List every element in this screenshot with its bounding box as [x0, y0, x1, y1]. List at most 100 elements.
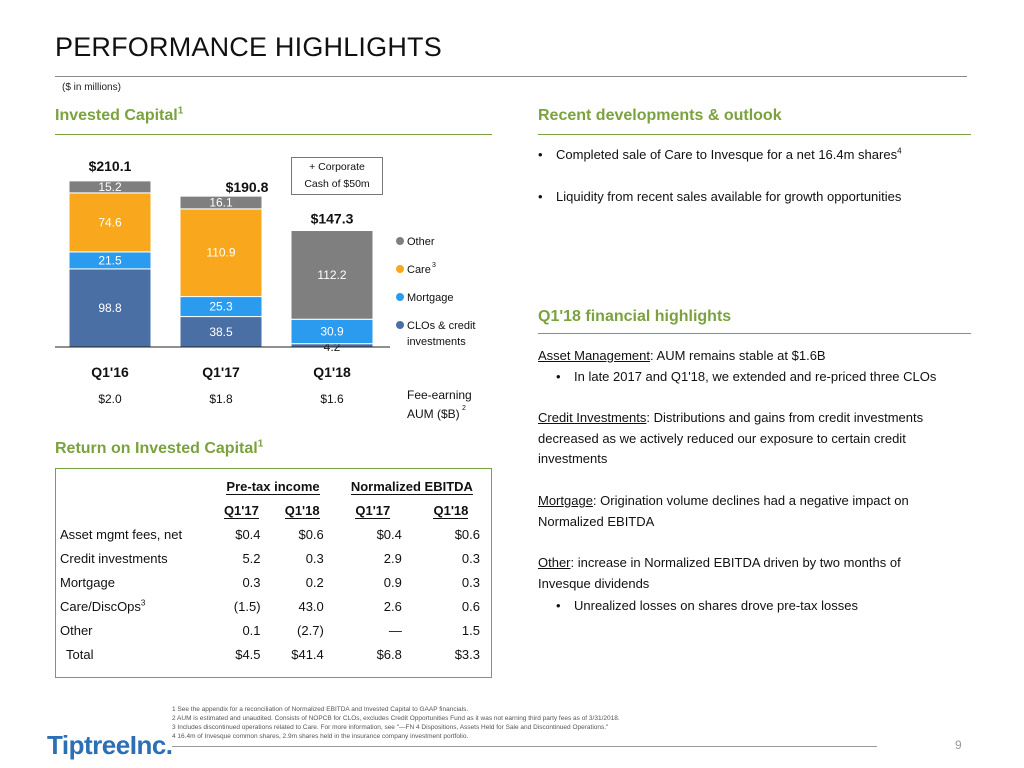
cell: 0.3: [305, 550, 324, 566]
financial-highlights-heading: Q1'18 financial highlights: [538, 308, 732, 325]
row-label: Care/DiscOps: [60, 598, 141, 614]
cell: —: [388, 622, 402, 638]
roic-group-header-row: Pre-tax income Normalized EBITDA: [56, 474, 490, 498]
roic-sub-header-row: Q1'17 Q1'18 Q1'17 Q1'18: [56, 498, 490, 522]
corporate-note-line2: Cash of $50m: [304, 178, 370, 190]
credit-text-2: decreased as we actively reduced our exp…: [538, 430, 906, 446]
roic-sub-header: Q1'17: [334, 498, 412, 522]
outlook-heading: Recent developments & outlook: [538, 107, 782, 124]
legend-label: Care: [407, 264, 431, 276]
roic-sub-header: Q1'18: [271, 498, 334, 522]
cell: 1.5: [461, 622, 480, 638]
cell: 0.1: [242, 622, 261, 638]
x-tick-label: Q1'16: [91, 364, 129, 380]
page-title: PERFORMANCE HIGHLIGHTS: [55, 32, 442, 62]
x-tick-label: Q1'17: [202, 364, 240, 380]
other-text-2: Invesque dividends: [538, 575, 650, 591]
roic-heading-sup: 1: [257, 438, 264, 450]
outlook-bullet-1: • Completed sale of Care to Invesque for …: [538, 146, 902, 162]
legend-label: CLOs & credit: [407, 320, 475, 332]
legend-sup: 3: [432, 262, 436, 269]
roic-sub-header-text: Q1'17: [355, 502, 391, 519]
cell: 0.2: [305, 574, 324, 590]
fee-earning-label: AUM ($B): [407, 407, 460, 421]
row-label: Asset mgmt fees, net: [60, 526, 183, 542]
other-text-1: : increase in Normalized EBITDA driven b…: [570, 555, 901, 570]
roic-group-header-pretax-text: Pre-tax income: [226, 478, 320, 495]
fee-earning-value: $1.6: [320, 392, 344, 406]
data-label: 25.3: [209, 300, 233, 314]
table-row: Other 0.1 (2.7) — 1.5: [56, 618, 490, 642]
bar-total-label: $147.3: [311, 211, 354, 227]
footnote-4: 4 16.4m of Invesque common shares, 2.9m …: [172, 733, 469, 740]
table-row: Credit investments 5.2 0.3 2.9 0.3: [56, 546, 490, 570]
cell: $0.4: [235, 526, 261, 542]
roic-group-header-ebitda-text: Normalized EBITDA: [350, 478, 473, 495]
data-label: 30.9: [320, 324, 344, 338]
invested-capital-rule: [55, 134, 492, 135]
bar-segment: [179, 195, 263, 210]
cell: 2.6: [383, 598, 402, 614]
credit-paragraph: Credit Investments: Distributions and ga…: [538, 408, 923, 470]
bar-total-label: $210.1: [89, 158, 132, 174]
invested-capital-heading: Invested Capital1: [55, 105, 184, 125]
cell: $0.6: [298, 526, 324, 542]
mortgage-label: Mortgage: [538, 493, 593, 508]
asset-mgmt-bullet: • In late 2017 and Q1'18, we extended and…: [556, 369, 937, 384]
mortgage-paragraph: Mortgage: Origination volume declines ha…: [538, 491, 909, 532]
footnote-3: 3 Includes discontinued operations relat…: [172, 724, 609, 731]
asset-mgmt-text: : AUM remains stable at $1.6B: [650, 348, 826, 363]
asset-mgmt-line: Asset Management: AUM remains stable at …: [538, 346, 826, 367]
credit-label: Credit Investments: [538, 410, 647, 425]
roic-sub-header: Q1'18: [412, 498, 490, 522]
row-label: Other: [60, 622, 93, 638]
cell: 0.3: [461, 550, 480, 566]
roic-table-frame: [55, 468, 492, 678]
footnote-1: 1 See the appendix for a reconciliation …: [172, 706, 469, 713]
data-label: 38.5: [209, 325, 233, 339]
invested-capital-heading-sup: 1: [177, 105, 184, 117]
cell: $6.8: [376, 646, 402, 662]
credit-text-3: investments: [538, 451, 608, 466]
data-label: 15.2: [98, 180, 122, 194]
bar-total-label: $190.8: [226, 179, 269, 195]
cell: $41.4: [291, 646, 324, 662]
bar-segment: [179, 208, 263, 298]
mortgage-text-1: : Origination volume declines had a nega…: [592, 493, 909, 508]
bar-segment: [68, 180, 152, 194]
units-note: ($ in millions): [62, 82, 121, 93]
asset-mgmt-label: Asset Management: [538, 348, 651, 363]
legend-marker: [396, 265, 404, 273]
data-label: 21.5: [98, 253, 122, 267]
legend-label: Other: [407, 236, 435, 248]
roic-group-header-pretax: Pre-tax income: [212, 474, 334, 498]
credit-text-1: : Distributions and gains from credit in…: [646, 410, 924, 425]
row-label-with-sup: Care/DiscOps3: [56, 594, 212, 618]
outlook-rule: [538, 134, 971, 135]
fee-earning-sup: 2: [462, 405, 466, 412]
data-label: 16.1: [209, 196, 233, 210]
cell: (2.7): [297, 622, 324, 638]
logo-suffix: Inc.: [129, 730, 173, 760]
table-row: Asset mgmt fees, net $0.4 $0.6 $0.4 $0.6: [56, 522, 490, 546]
legend-marker: [396, 321, 404, 329]
cell: 0.3: [242, 574, 261, 590]
tiptree-logo: TiptreeInc.: [47, 730, 173, 761]
roic-sub-header-text: Q1'18: [433, 502, 469, 519]
roic-table: Pre-tax income Normalized EBITDA Q1'17 Q…: [56, 474, 490, 666]
invested-capital-chart: 98.8 21.5 74.6 15.2 $210.1 Q1'16 $2.0 38.5 25.3 1…: [55, 158, 475, 421]
bar-segment: [68, 268, 152, 348]
bar-segment: [179, 316, 263, 348]
cell: $4.5: [235, 646, 261, 662]
cell: $0.4: [376, 526, 402, 542]
mortgage-text-2: Normalized EBITDA: [538, 513, 655, 529]
row-label-sup: 3: [140, 598, 146, 608]
roic-sub-header-text: Q1'17: [223, 502, 259, 519]
outlook-bullet-1-text: Completed sale of Care to Invesque for a…: [556, 147, 898, 162]
financial-highlights-rule: [538, 333, 971, 334]
asset-mgmt-bullet-text: In late 2017 and Q1'18, we extended and …: [574, 369, 937, 384]
legend-marker: [396, 293, 404, 301]
roic-sub-header-text: Q1'18: [284, 502, 320, 519]
table-row: Care/DiscOps3 (1.5) 43.0 2.6 0.6: [56, 594, 490, 618]
footnotes: 1 See the appendix for a reconciliation …: [172, 705, 620, 741]
